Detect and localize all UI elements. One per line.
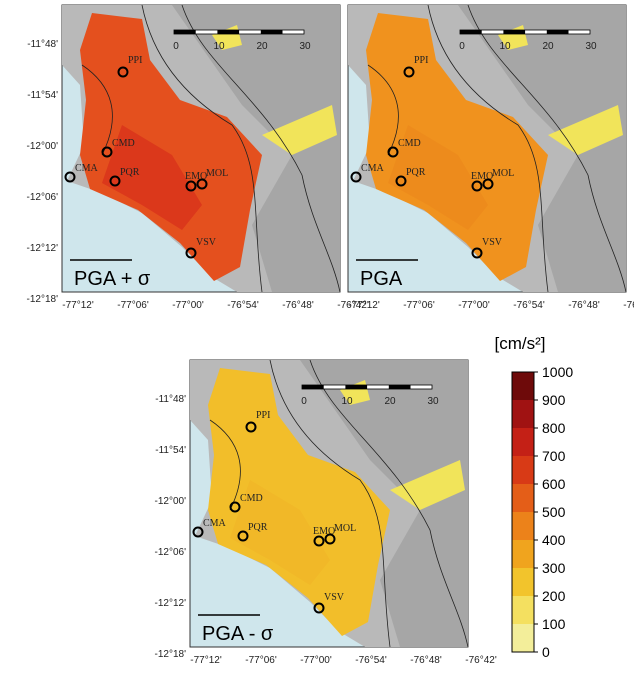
colorbar-label: 0 (542, 644, 550, 660)
colorbar-label: 100 (542, 616, 566, 632)
scale-label: 20 (384, 396, 396, 407)
scale-label: 10 (341, 396, 353, 407)
colorbar-band (512, 568, 534, 596)
station-label: CMA (361, 163, 385, 174)
colorbar-label: 300 (542, 560, 566, 576)
colorbar-unit: [cm/s²] (495, 334, 546, 353)
lon-label: -77°06' (245, 655, 277, 666)
scale-bar-segment (547, 30, 569, 34)
scale-bar-segment (345, 385, 367, 389)
colorbar-band (512, 540, 534, 568)
lat-label: -11°48' (27, 39, 58, 50)
station-label: VSV (482, 237, 503, 248)
colorbar-label: 500 (542, 504, 566, 520)
colorbar-label: 200 (542, 588, 566, 604)
lat-label: -11°48' (155, 394, 186, 405)
scale-bar-segment (460, 30, 482, 34)
lon-label: -76°42' (623, 300, 634, 311)
station-label: CMA (75, 163, 99, 174)
station-label: PPI (256, 410, 270, 421)
scale-label: 0 (459, 41, 465, 52)
station-label: PQR (248, 522, 268, 533)
panel-label: PGA - σ (202, 623, 274, 645)
colorbar-label: 600 (542, 476, 566, 492)
lat-label: -12°00' (155, 496, 187, 507)
colorbar-label: 1000 (542, 364, 573, 380)
scale-label: 10 (213, 41, 225, 52)
panel-label: PGA + σ (74, 268, 151, 290)
colorbar-band (512, 428, 534, 456)
colorbar-label: 400 (542, 532, 566, 548)
lat-label: -12°06' (155, 547, 187, 558)
lon-label: -76°48' (568, 300, 600, 311)
station-label: PPI (414, 55, 428, 66)
scale-bar-segment (261, 30, 283, 34)
lon-label: -77°12' (62, 300, 94, 311)
lon-label: -77°00' (458, 300, 490, 311)
lon-label: -76°48' (282, 300, 314, 311)
station-label: PQR (406, 167, 426, 178)
scale-label: 20 (256, 41, 268, 52)
scale-label: 30 (585, 41, 597, 52)
lon-label: -77°06' (403, 300, 435, 311)
scale-label: 0 (301, 396, 307, 407)
scale-bar-segment (389, 385, 411, 389)
station-label: VSV (196, 237, 217, 248)
colorbar-band (512, 400, 534, 428)
lat-label: -12°06' (27, 192, 59, 203)
lon-label: -76°54' (227, 300, 259, 311)
station-label: CMA (203, 518, 227, 529)
scale-label: 30 (427, 396, 439, 407)
panel-label: PGA (360, 268, 403, 290)
scale-bar-segment (174, 30, 196, 34)
lon-label: -77°00' (172, 300, 204, 311)
scale-bar-segment (217, 30, 239, 34)
lat-label: -12°00' (27, 141, 59, 152)
figure: [cm/s²] 0102030PPICMDCMAPQREMOMOLVSVPGA … (0, 0, 634, 678)
colorbar-band (512, 624, 534, 652)
scale-bar-segment (503, 30, 525, 34)
lon-label: -77°12' (348, 300, 380, 311)
station-label: VSV (324, 592, 345, 603)
lon-label: -77°12' (190, 655, 222, 666)
station-label: MOL (334, 523, 356, 534)
lat-label: -12°12' (27, 243, 59, 254)
lat-label: -12°12' (155, 598, 187, 609)
lat-label: -12°18' (155, 649, 187, 660)
lat-label: -11°54' (27, 90, 58, 101)
colorbar-band (512, 512, 534, 540)
colorbar-band (512, 484, 534, 512)
lon-label: -76°54' (513, 300, 545, 311)
colorbar-band (512, 596, 534, 624)
scale-bar-segment (302, 385, 324, 389)
lon-label: -76°54' (355, 655, 387, 666)
scale-label: 20 (542, 41, 554, 52)
station-label: PQR (120, 167, 140, 178)
lon-label: -76°48' (410, 655, 442, 666)
station-label: CMD (398, 138, 421, 149)
colorbar-label: 900 (542, 392, 566, 408)
colorbar-label: 700 (542, 448, 566, 464)
scale-label: 30 (299, 41, 311, 52)
station-label: CMD (240, 493, 263, 504)
map-panel: 0102030PPICMDCMAPQREMOMOLVSVPGA + σ-11°4… (27, 5, 369, 311)
lon-label: -77°00' (300, 655, 332, 666)
station-label: CMD (112, 138, 135, 149)
station-label: PPI (128, 55, 142, 66)
lon-label: -77°06' (117, 300, 149, 311)
colorbar-band (512, 456, 534, 484)
station-label: MOL (206, 168, 228, 179)
station-label: MOL (492, 168, 514, 179)
lat-label: -11°54' (155, 445, 186, 456)
colorbar-label: 800 (542, 420, 566, 436)
lon-label: -76°42' (465, 655, 497, 666)
scale-label: 0 (173, 41, 179, 52)
scale-label: 10 (499, 41, 511, 52)
lat-label: -12°18' (27, 294, 59, 305)
colorbar-band (512, 372, 534, 400)
